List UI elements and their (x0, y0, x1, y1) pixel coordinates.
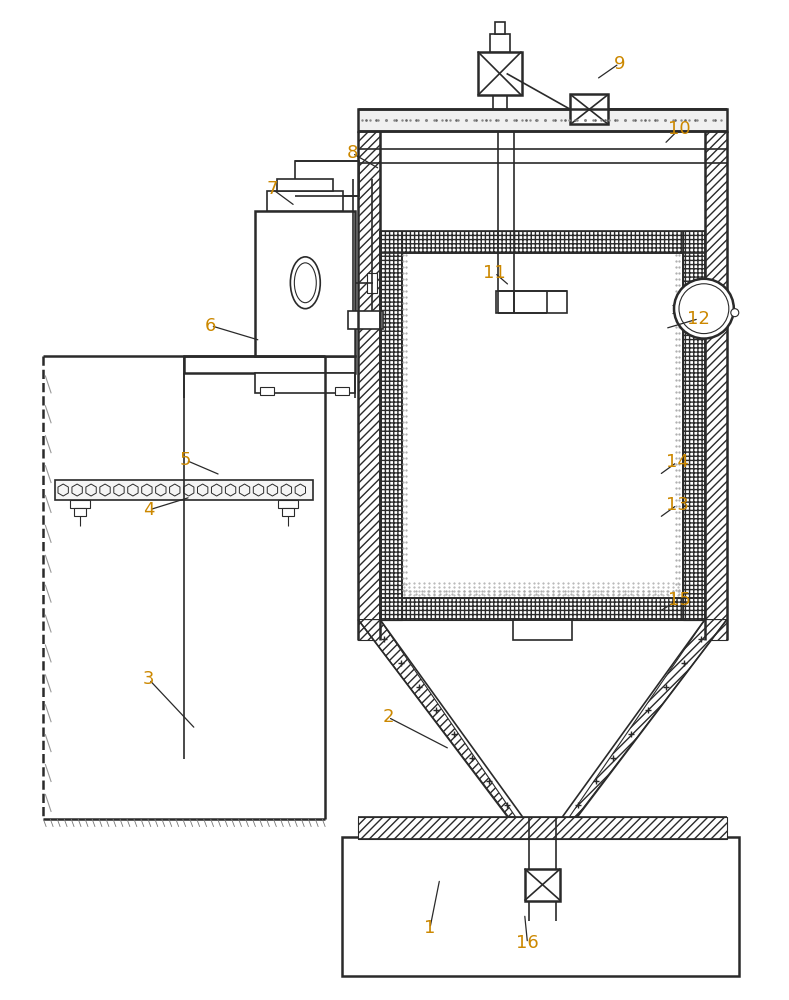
Ellipse shape (294, 263, 316, 303)
Text: 14: 14 (666, 453, 689, 471)
Polygon shape (570, 620, 727, 817)
Bar (295, 161, 359, 196)
Bar (74, 508, 86, 516)
Bar (495, 22, 505, 34)
Text: 13: 13 (666, 496, 689, 514)
Bar (279, 500, 298, 508)
Text: 3: 3 (143, 670, 155, 688)
Bar (525, 869, 560, 901)
Text: 8: 8 (346, 144, 358, 162)
Circle shape (674, 279, 734, 339)
Polygon shape (380, 598, 705, 620)
Polygon shape (358, 620, 515, 817)
Bar (267, 191, 343, 211)
Circle shape (731, 309, 739, 317)
Polygon shape (683, 231, 705, 620)
Bar (184, 356, 355, 373)
Bar (256, 211, 355, 356)
Text: 15: 15 (667, 591, 690, 609)
Bar (513, 620, 572, 640)
Polygon shape (705, 131, 727, 640)
Bar (570, 94, 608, 124)
Bar (70, 500, 90, 508)
Text: 5: 5 (180, 451, 192, 469)
Polygon shape (380, 231, 402, 620)
Bar (342, 837, 739, 976)
Bar (358, 817, 727, 839)
Circle shape (679, 284, 729, 334)
Text: 2: 2 (383, 708, 394, 726)
Bar (256, 373, 355, 393)
Bar (477, 52, 522, 95)
Bar (278, 179, 333, 191)
Text: 12: 12 (687, 310, 710, 328)
Bar (348, 311, 383, 329)
Bar (358, 109, 727, 131)
Polygon shape (358, 131, 380, 640)
Text: 4: 4 (143, 501, 155, 519)
Bar (260, 387, 275, 395)
Text: 6: 6 (205, 317, 216, 335)
Text: 16: 16 (516, 934, 539, 952)
Text: 9: 9 (614, 55, 625, 73)
Bar (367, 273, 377, 293)
Polygon shape (380, 231, 705, 253)
Bar (495, 291, 567, 313)
Text: 11: 11 (484, 264, 506, 282)
Text: 10: 10 (667, 120, 690, 138)
Bar (490, 34, 510, 52)
Bar (55, 480, 313, 500)
Bar (402, 253, 683, 598)
Text: 1: 1 (424, 919, 436, 937)
Ellipse shape (290, 257, 320, 309)
Text: 7: 7 (267, 180, 279, 198)
Bar (335, 387, 350, 395)
Bar (282, 508, 294, 516)
